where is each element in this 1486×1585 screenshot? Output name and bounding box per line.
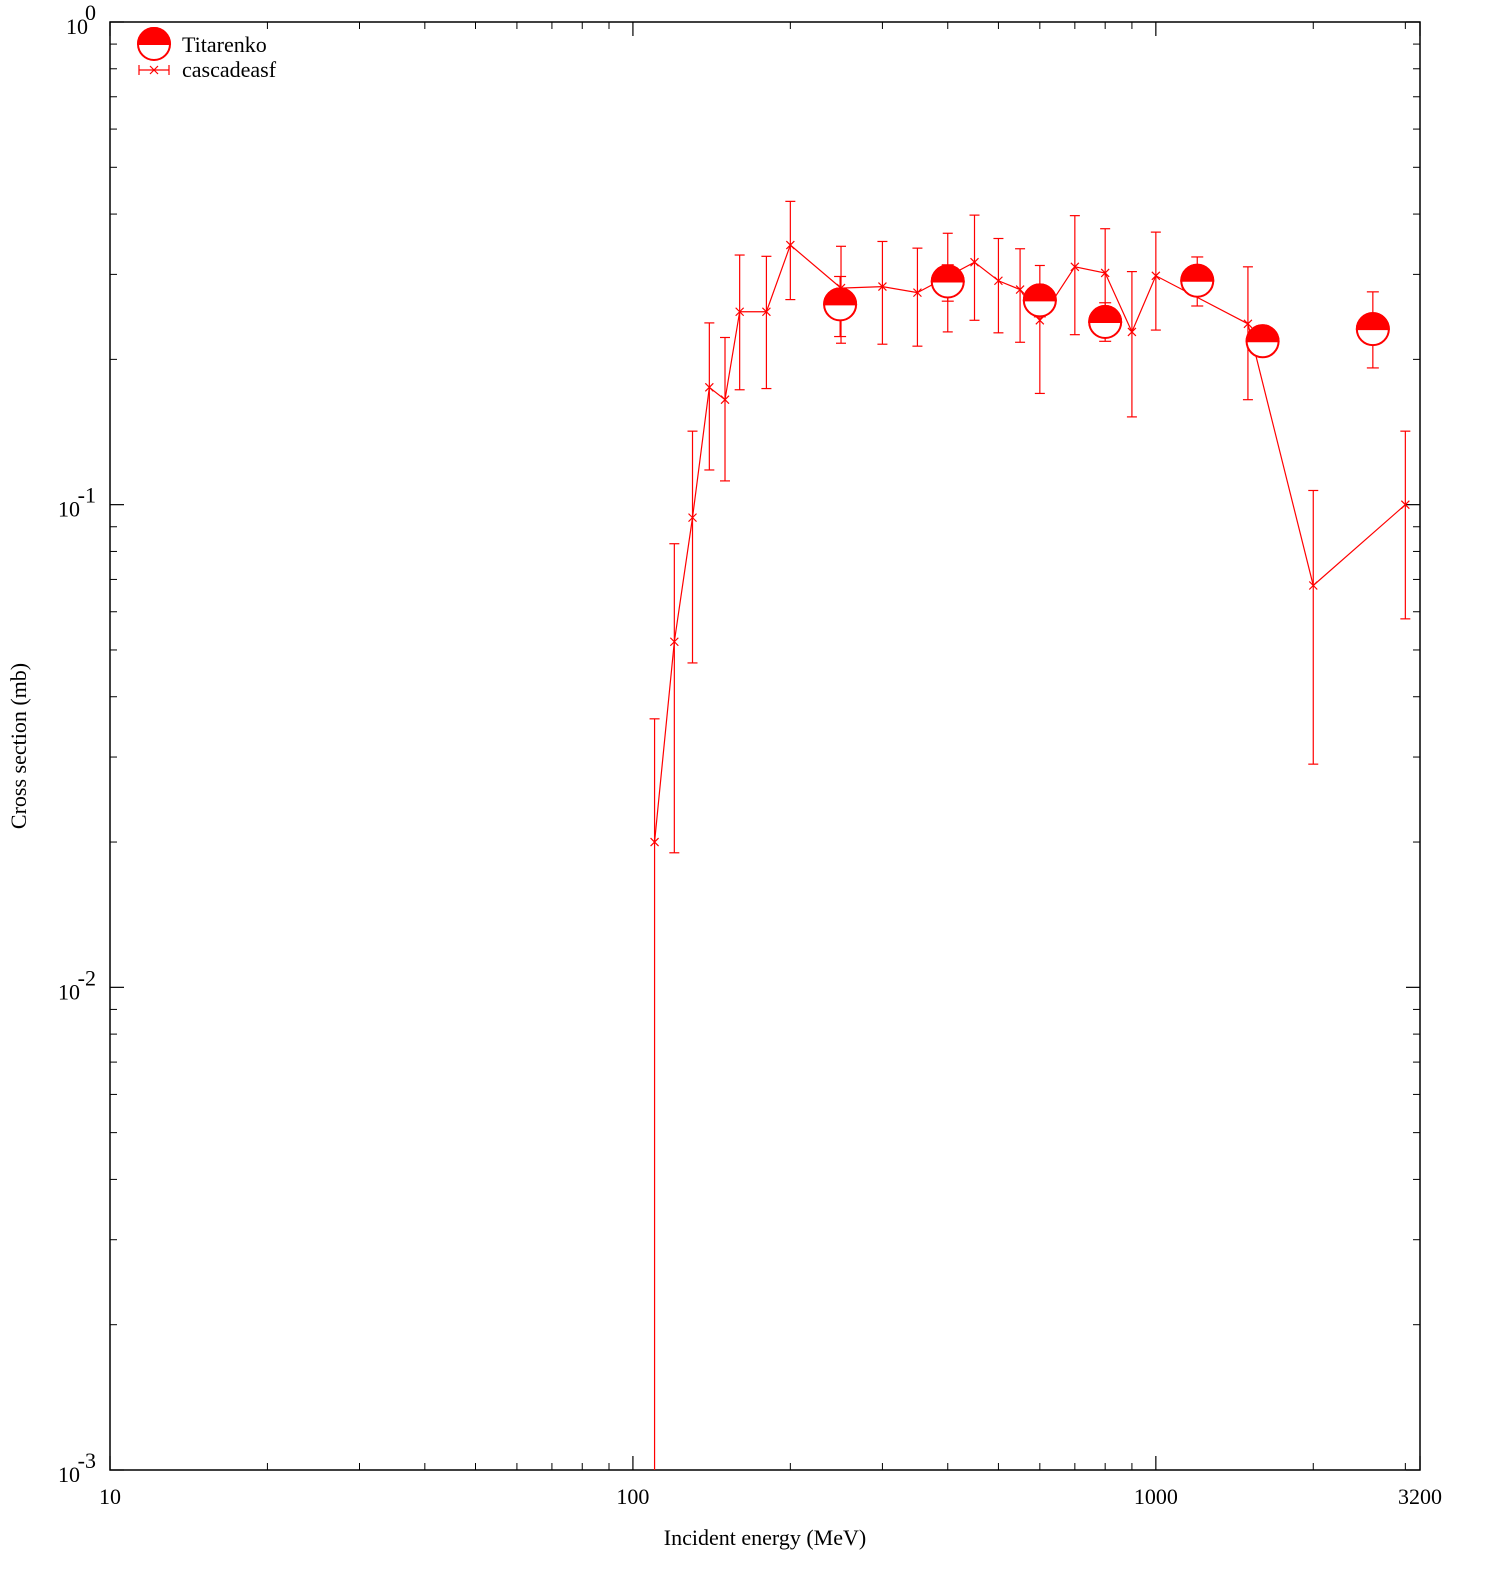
cascadeasf-error-bar (969, 214, 980, 321)
y-tick-base: 10 (58, 979, 80, 1004)
cascadeasf-error-bar (704, 322, 715, 471)
cascadeasf-error-bar (734, 254, 745, 391)
legend-item-cascadeasf (138, 65, 170, 75)
cascadeasf-point (650, 837, 659, 847)
titarenko-series (823, 256, 1390, 369)
cascadeasf-point (1308, 581, 1318, 590)
cascadeasf-point (994, 276, 1003, 286)
cascadeasf-point (1015, 285, 1025, 295)
cascadeasf-error-bar (1308, 489, 1319, 765)
titarenko-point (1245, 324, 1280, 359)
cascadeasf-point (913, 288, 922, 298)
cascadeasf-error-bar (669, 543, 680, 854)
titarenko-point (1022, 283, 1057, 318)
cascadeasf-error-bar (1400, 430, 1411, 620)
y-tick-exponent: -1 (78, 483, 96, 508)
cascadeasf-error-bar (649, 718, 660, 1470)
cascadeasf-point (1400, 500, 1410, 510)
cascadeasf-point (669, 637, 679, 647)
cascadeasf-error-bar (1069, 215, 1080, 336)
titarenko-point (930, 264, 965, 299)
titarenko-point (1180, 263, 1215, 298)
legend-item-titarenko (136, 27, 172, 61)
cascadeasf-line (653, 244, 1406, 843)
legend-marker-cross (149, 65, 159, 75)
y-tick-base: 10 (58, 1462, 80, 1487)
cascadeasf-error-bar (912, 247, 923, 347)
cascadeasf-point (1100, 268, 1110, 278)
cascadeasf-error-bar (1126, 270, 1137, 418)
cascadeasf-error-bar (687, 430, 698, 664)
x-axis-title: Incident energy (MeV) (664, 1525, 866, 1550)
cascadeasf-point (877, 282, 887, 292)
cascadeasf-point (1127, 327, 1137, 337)
x-tick-label: 100 (616, 1484, 649, 1509)
x-tick-label: 3200 (1398, 1484, 1442, 1509)
cascadeasf-error-bar (785, 200, 796, 301)
titarenko-point (1355, 312, 1390, 347)
x-tick-label: 1000 (1134, 1484, 1178, 1509)
minor-ticks (110, 22, 1420, 1470)
legend: Titarenko cascadeasf (136, 27, 277, 82)
y-tick-label: -210 (58, 965, 96, 1004)
cascadeasf-point (688, 513, 697, 523)
y-tick-exponent: 0 (85, 0, 96, 25)
cascadeasf-error-bar (761, 255, 772, 390)
y-tick-exponent: -2 (78, 965, 96, 990)
cascadeasf-point (1243, 319, 1253, 329)
titarenko-point (823, 287, 858, 322)
cascadeasf-point (720, 395, 730, 405)
plot-frame (109, 21, 1421, 1471)
cascadeasf-series (649, 200, 1411, 1470)
y-tick-label: -110 (58, 483, 96, 522)
cascadeasf-point (1151, 271, 1161, 281)
legend-marker-titarenko (136, 27, 172, 61)
legend-label-cascadeasf: cascadeasf (182, 57, 277, 82)
cascadeasf-point (704, 382, 714, 392)
cascadeasf-error-bar (720, 336, 731, 482)
titarenko-point (1088, 305, 1123, 340)
cascadeasf-error-bar (1150, 231, 1161, 331)
y-tick-exponent: -3 (78, 1448, 96, 1473)
legend-label-titarenko: Titarenko (182, 32, 267, 57)
cascadeasf-error-bar (993, 237, 1004, 334)
y-axis-title: Cross section (mb) (6, 663, 31, 829)
cascadeasf-point (970, 257, 979, 267)
cascadeasf-point (761, 307, 771, 317)
y-tick-label: 010 (66, 0, 96, 39)
cascadeasf-error-bar (877, 240, 888, 345)
cascadeasf-point (1070, 262, 1080, 272)
x-tick-label: 10 (99, 1484, 121, 1509)
y-tick-base: 10 (66, 14, 88, 39)
cascadeasf-point (735, 307, 745, 317)
cascadeasf-point (785, 240, 795, 250)
y-tick-label: -310 (58, 1448, 96, 1487)
x-axis: 10 100 1000 3200 (99, 22, 1442, 1509)
y-tick-base: 10 (58, 497, 80, 522)
cascadeasf-error-bar (1015, 248, 1026, 343)
cascadeasf-point (1035, 315, 1045, 325)
